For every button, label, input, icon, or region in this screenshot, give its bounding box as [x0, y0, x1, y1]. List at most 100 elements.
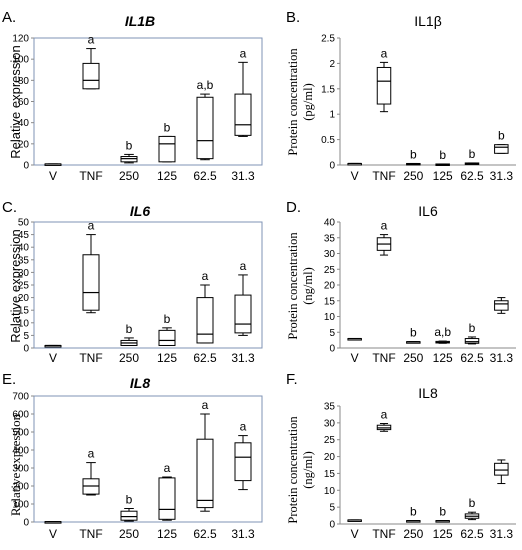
- panel-f-box-4: b: [464, 496, 480, 521]
- panel-e-x-tick-label: 62.5: [193, 527, 217, 541]
- panel-c-x-tick-label: 62.5: [193, 351, 217, 365]
- panel-d-ylabel-line2: (ng/ml): [301, 267, 315, 305]
- panel-e-significance-label: a: [240, 420, 247, 434]
- panel-f-box-1: a: [376, 408, 392, 432]
- box-iqr: [120, 510, 138, 521]
- panel-a-y-tick-label: 80: [18, 76, 30, 87]
- panel-a: A. IL1B Relative expression 0 20 40 60 80 100…: [2, 9, 263, 183]
- box-iqr: [494, 144, 509, 154]
- panel-a-significance-label: a,b: [197, 78, 214, 92]
- box-iqr: [196, 438, 214, 509]
- panel-d-y-tick-label: 35: [324, 233, 336, 244]
- box-iqr: [234, 294, 252, 334]
- panel-f-ylabel-line2: (ng/ml): [301, 451, 315, 489]
- panel-f-y-tick-label: 10: [324, 486, 336, 497]
- panel-e-x-tick-label: 250: [119, 527, 139, 541]
- panel-d-x-tick-label: V: [351, 351, 359, 365]
- panel-f-significance-label: b: [439, 505, 446, 519]
- panel-b-ylabel-line2: (pg/ml): [301, 83, 315, 121]
- panel-b-significance-label: b: [439, 148, 446, 162]
- panel-c-significance-label: a: [88, 219, 95, 233]
- box-iqr: [494, 300, 509, 311]
- panel-d-y-tick-label: 40: [324, 218, 336, 229]
- panel-a-plot-frame: [33, 37, 263, 166]
- panel-c-x-tick-label: 250: [119, 351, 139, 365]
- panel-a-box-1: a: [82, 33, 100, 90]
- panel-a-box-3: b: [158, 120, 176, 163]
- panel-c-y-tick-label: 10: [18, 318, 30, 329]
- panel-a-y-tick-label: 0: [23, 161, 29, 172]
- panel-c-x-tick-label: 31.3: [231, 351, 255, 365]
- panel-b-significance-label: b: [410, 147, 417, 161]
- panel-f-ylabel-line1: Protein concentration: [286, 416, 300, 524]
- panel-a-y-tick-label: 40: [18, 118, 30, 129]
- panel-c-box-2: b: [120, 322, 138, 346]
- panel-d-significance-label: b: [410, 326, 417, 340]
- panel-e-y-tick-label: 500: [12, 428, 29, 439]
- panel-a-y-tick-label: 120: [12, 34, 29, 45]
- panel-d-label: D.: [286, 199, 301, 216]
- panel-b-y-tick-label: 2.5: [321, 34, 335, 45]
- panel-f-y-tick-label: 35: [324, 402, 336, 413]
- panel-b-y-tick-label: 0.5: [321, 135, 335, 146]
- panel-e-y-tick-label: 600: [12, 410, 29, 421]
- panel-d-box-3: a,b: [434, 325, 451, 344]
- panel-c-y-tick-label: 0: [23, 344, 29, 355]
- panel-a-y-tick-label: 20: [18, 139, 30, 150]
- panel-e: E. IL8 Relative expression 0 100 200 300 400…: [2, 371, 263, 541]
- panel-b-y-tick-label: 1.5: [321, 84, 335, 95]
- panel-c-ylabel: Relative expression: [8, 229, 23, 342]
- panel-c-y-tick-label: 20: [18, 293, 30, 304]
- panel-e-y-tick-label: 300: [12, 464, 29, 475]
- panel-c-significance-label: a: [240, 259, 247, 273]
- panel-a-significance-label: a: [88, 33, 95, 47]
- panel-d-x-tick-label: 31.3: [490, 351, 514, 365]
- panel-e-significance-label: a: [88, 447, 95, 461]
- panel-f-x-tick-label: V: [351, 527, 359, 541]
- panel-f-box-2: b: [406, 505, 421, 523]
- panel-e-x-tick-label: 125: [157, 527, 177, 541]
- panel-c-box-1: a: [82, 219, 100, 314]
- panel-e-significance-label: b: [126, 493, 133, 507]
- panel-f-y-tick-label: 25: [324, 435, 336, 446]
- panel-a-x-tick-label: 62.5: [193, 169, 217, 183]
- panel-f-x-tick-label: 31.3: [490, 527, 514, 541]
- panel-d-y-tick-label: 20: [324, 281, 336, 292]
- panel-b-title: IL1β: [414, 13, 442, 29]
- panel-d-y-tick-label: 5: [329, 328, 335, 339]
- panel-f-y-tick-label: 5: [329, 503, 335, 514]
- panel-e-significance-label: a: [164, 461, 171, 475]
- panel-c-box-3: b: [158, 312, 176, 346]
- panel-e-box-0: [44, 521, 62, 524]
- panel-e-box-5: a: [234, 420, 252, 491]
- panel-f-x-tick-label: 62.5: [460, 527, 484, 541]
- panel-d-y-tick-label: 0: [329, 344, 335, 355]
- panel-f-significance-label: a: [381, 408, 388, 422]
- panel-a-box-4: a,b: [196, 78, 214, 161]
- panel-c-y-tick-label: 40: [18, 243, 30, 254]
- panel-e-x-tick-label: 31.3: [231, 527, 255, 541]
- panel-c-y-tick-label: 30: [18, 268, 30, 279]
- panel-d-significance-label: b: [469, 321, 476, 335]
- panel-e-box-4: a: [196, 398, 214, 512]
- panel-f: F. IL8 Protein concentration (ng/ml) 0 5 1…: [286, 371, 516, 541]
- panel-e-box-2: b: [120, 493, 138, 522]
- panel-c-y-tick-label: 45: [18, 230, 30, 241]
- box-iqr: [158, 135, 176, 163]
- panel-b-x-tick-label: 31.3: [490, 169, 514, 183]
- panel-d-y-tick-label: 10: [324, 312, 336, 323]
- panel-e-x-tick-label: V: [49, 527, 57, 541]
- box-iqr: [196, 297, 214, 344]
- panel-b-x-tick-label: 250: [403, 169, 423, 183]
- panel-c-box-5: a: [234, 259, 252, 336]
- panel-c-x-tick-label: 125: [157, 351, 177, 365]
- panel-f-y-tick-label: 30: [324, 418, 336, 429]
- panel-f-box-5: [494, 459, 509, 485]
- panel-e-y-tick-label: 0: [23, 518, 29, 529]
- panel-c-significance-label: b: [126, 322, 133, 336]
- panel-d-significance-label: a,b: [434, 325, 451, 339]
- panel-d-title: IL6: [418, 203, 438, 219]
- panel-b-y-tick-label: 0: [329, 161, 335, 172]
- panel-b-box-3: b: [435, 148, 450, 166]
